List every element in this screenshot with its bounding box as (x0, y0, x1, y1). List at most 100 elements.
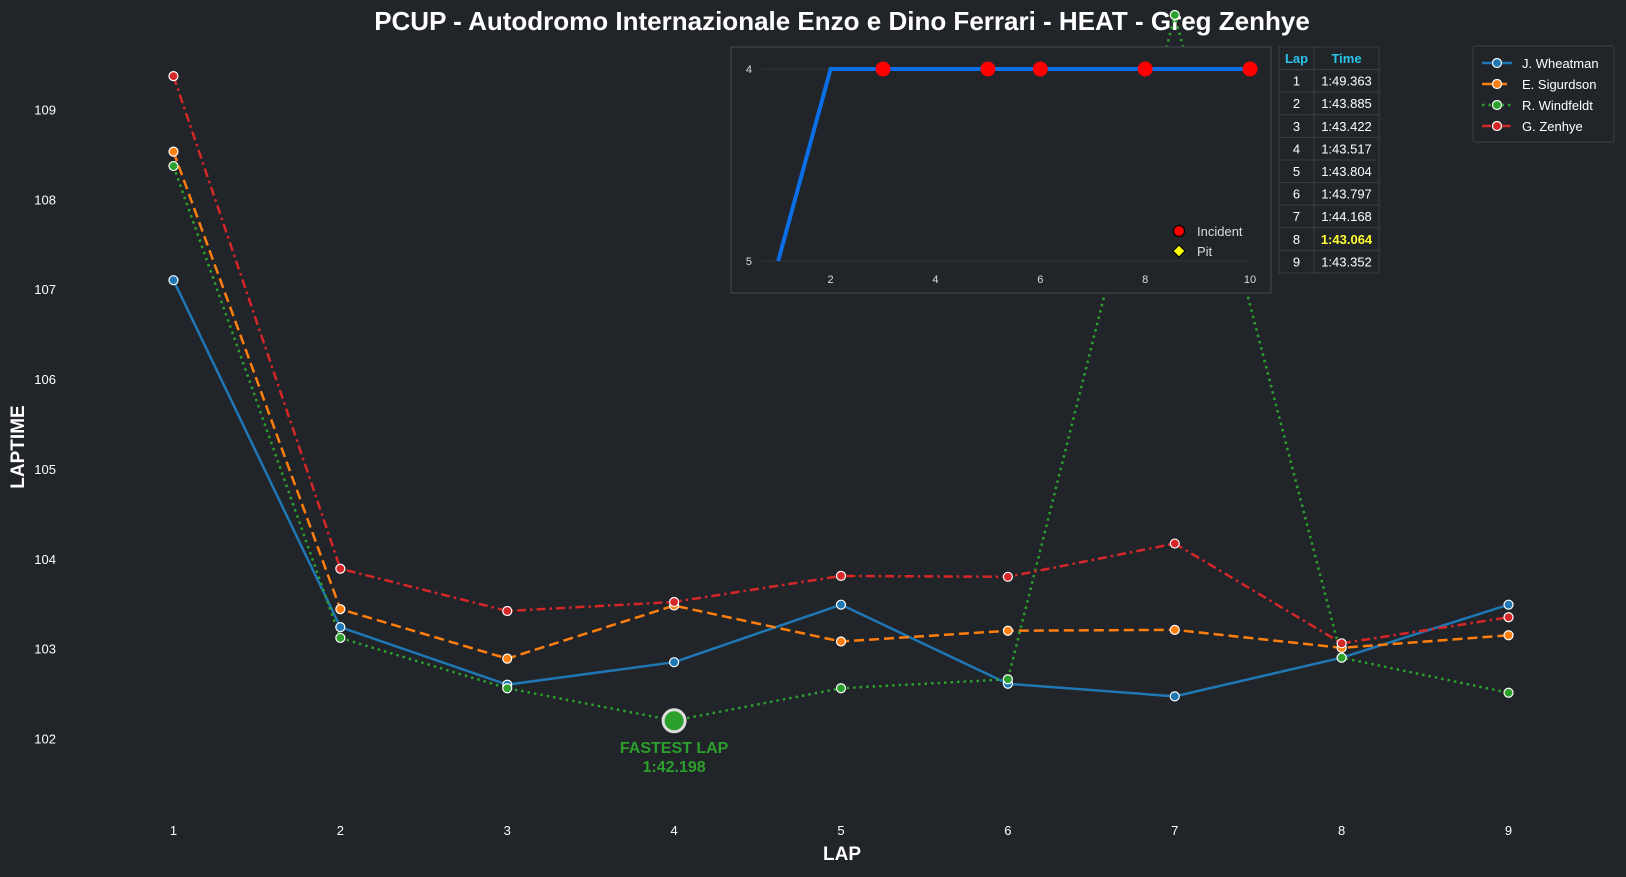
data-point (335, 632, 346, 644)
table-lap-cell: 7 (1293, 209, 1300, 224)
y-tick-labels: 102 103 104 105 106 107 108 109 (34, 102, 56, 746)
y-tick-label: 106 (34, 372, 56, 387)
series-line (172, 279, 1509, 698)
data-point (1169, 9, 1180, 21)
x-tick-label: 7 (1171, 823, 1178, 838)
series-layer (168, 9, 1514, 726)
legend-label: J. Wheatman (1522, 56, 1599, 71)
table-lap-cell: 8 (1293, 232, 1300, 247)
data-point (1503, 630, 1514, 641)
data-point (168, 71, 179, 82)
data-point (1002, 571, 1013, 582)
data-point (1336, 638, 1347, 649)
incident-marker (980, 61, 996, 77)
data-point (1002, 674, 1013, 685)
y-tick-label: 103 (34, 642, 56, 657)
inset-position-line (776, 67, 1251, 262)
data-point (335, 563, 346, 574)
inset-y-tick-label: 5 (746, 256, 752, 268)
x-tick-labels: 1 2 3 4 5 6 7 8 9 (170, 823, 1512, 838)
inset-y-tick-labels: 45 (746, 64, 752, 268)
data-point (502, 653, 513, 664)
legend-frame (1472, 45, 1615, 143)
table-time-cell: 1:43.797 (1321, 187, 1372, 202)
table-time-cell: 1:43.804 (1321, 164, 1372, 179)
data-point (168, 160, 179, 172)
data-point (669, 657, 680, 668)
fastest-lap-annotation: FASTEST LAP 1:42.198 (620, 708, 729, 776)
data-point (835, 683, 847, 694)
data-point (168, 146, 179, 157)
x-tick-label: 3 (504, 823, 511, 838)
fastest-lap-time: 1:42.198 (643, 759, 706, 776)
inset-x-tick-label: 6 (1037, 274, 1043, 286)
inset-x-tick-label: 8 (1142, 274, 1148, 286)
pit-legend-label: Pit (1197, 244, 1213, 259)
incident-legend-label: Incident (1197, 224, 1243, 239)
y-tick-label: 109 (34, 102, 56, 117)
table-header: Lap (1285, 51, 1308, 66)
data-point (835, 599, 847, 610)
table-time-cell: 1:43.885 (1321, 96, 1372, 111)
table-time-cell: 1:49.363 (1321, 74, 1372, 89)
fastest-lap-label: FASTEST LAP (620, 740, 729, 757)
data-point (502, 683, 513, 694)
data-point (1503, 599, 1514, 610)
x-tick-label: 1 (170, 823, 177, 838)
data-point (1002, 625, 1013, 636)
legend-marker (1491, 57, 1503, 69)
table-time-cell: 1:43.352 (1321, 254, 1372, 269)
inset-chart: 45 2 4 6 8 10 Incident Pit (730, 46, 1272, 294)
data-point (1336, 652, 1347, 663)
inset-x-tick-label: 2 (828, 274, 834, 286)
data-point (1169, 691, 1180, 702)
pit-diamond-icon (1172, 244, 1186, 258)
y-tick-label: 108 (34, 192, 56, 207)
data-point (1503, 612, 1514, 623)
data-point (835, 570, 847, 582)
inset-line-layer (776, 67, 1251, 262)
fastest-lap-marker (661, 708, 687, 734)
x-axis-title: LAP (823, 844, 861, 865)
inset-x-tick-label: 10 (1244, 274, 1256, 286)
incident-marker (1032, 61, 1048, 77)
table-lap-cell: 5 (1293, 164, 1300, 179)
legend: J. Wheatman E. Sigurdson R. Windfeldt G. Ze… (1472, 45, 1615, 143)
x-tick-label: 5 (837, 823, 844, 838)
chart-title: PCUP - Autodromo Internazionale Enzo e D… (374, 6, 1310, 36)
inset-frame (730, 46, 1272, 294)
incident-legend-icon (1172, 224, 1186, 238)
legend-label: E. Sigurdson (1522, 77, 1596, 92)
table-lap-cell: 4 (1293, 141, 1300, 156)
inset-x-tick-label: 4 (932, 274, 938, 286)
data-point (335, 622, 346, 633)
inset-legend: Incident Pit (1172, 224, 1243, 259)
legend-label: G. Zenhye (1522, 119, 1583, 134)
legend-marker (1491, 120, 1503, 132)
table-time-cell: 1:44.168 (1321, 209, 1372, 224)
table-lap-cell: 6 (1293, 187, 1300, 202)
incident-marker (875, 61, 891, 77)
x-tick-label: 6 (1004, 823, 1011, 838)
table-lap-cell: 1 (1293, 74, 1300, 89)
incident-marker (1242, 61, 1258, 77)
y-tick-label: 104 (34, 552, 56, 567)
x-tick-label: 8 (1338, 823, 1345, 838)
data-point (1169, 538, 1180, 549)
table-time-cell: 1:43.422 (1321, 119, 1372, 134)
data-point (502, 605, 513, 617)
table-lap-cell: 9 (1293, 254, 1300, 269)
lap-time-table: Lap Time 1 1:49.363 2 1:43.885 3 1:43.422 4 1:43.… (1278, 46, 1380, 274)
legend-marker (1491, 99, 1503, 111)
table-best-time-cell: 1:43.064 (1321, 232, 1373, 247)
y-tick-label: 102 (34, 732, 56, 747)
inset-incident-markers (875, 61, 1258, 77)
data-point (1503, 687, 1514, 698)
legend-marker (1491, 78, 1503, 90)
inset-x-tick-labels: 2 4 6 8 10 (828, 274, 1257, 286)
table-cell-frame (1313, 249, 1380, 274)
table-header: Time (1331, 51, 1361, 66)
data-point (1169, 624, 1180, 635)
x-tick-label: 2 (337, 823, 344, 838)
